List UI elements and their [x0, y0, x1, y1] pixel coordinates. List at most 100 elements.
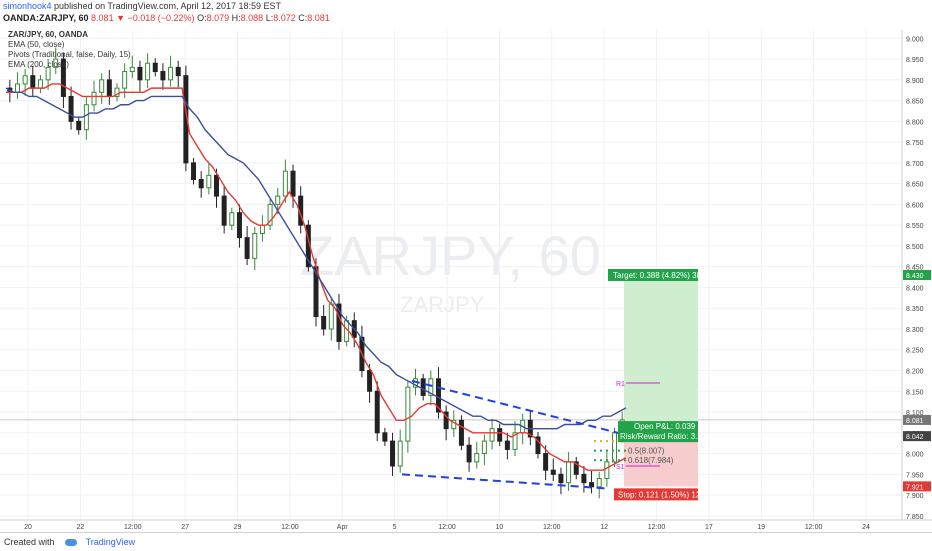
- price-axis[interactable]: 9.000 8.950 8.900 8.850 8.800 8.750 8.700 8.650…: [906, 36, 924, 521]
- candle-body: [14, 83, 20, 93]
- high-label: H:: [231, 13, 241, 23]
- stop-label: Stop: 0.121 (1.50%) 12.1: [618, 490, 708, 499]
- x-tick-label: 22: [76, 524, 84, 531]
- y-tick-label: 8.550: [906, 223, 924, 230]
- candle-body: [282, 170, 288, 197]
- tradingview-link[interactable]: TradingView: [85, 537, 136, 547]
- price-tag-box: [903, 481, 931, 492]
- candle-body: [252, 232, 258, 259]
- candle-body: [168, 66, 174, 81]
- close-value: 8.081: [307, 13, 330, 23]
- candle-body: [259, 224, 265, 234]
- candle-body: [114, 87, 120, 97]
- y-tick-label: 8.400: [906, 285, 924, 292]
- x-tick-label: 12:00: [805, 524, 823, 531]
- channel-lower: [401, 473, 607, 490]
- x-tick-label: 12:00: [281, 524, 299, 531]
- target-label: Target: 0.388 (4.82%) 38.8: [613, 271, 708, 280]
- candle-body: [596, 477, 602, 488]
- candle-body: [573, 461, 579, 475]
- legend-ema50[interactable]: EMA (50, close): [8, 40, 65, 49]
- candle-body: [198, 178, 204, 189]
- candle-body: [175, 66, 181, 77]
- candle-body: [30, 75, 36, 89]
- chart-legend: ZAR/JPY, 60, OANDA EMA (50, close) Pivot…: [8, 30, 131, 70]
- fib-label: 0.5(8.007): [628, 447, 665, 456]
- x-tick-label: 17: [705, 524, 713, 531]
- candle-body: [221, 195, 227, 226]
- x-tick-label: 5: [393, 524, 397, 531]
- candle-body: [451, 419, 457, 430]
- y-tick-label: 7.950: [906, 472, 924, 479]
- candle-body: [458, 419, 464, 446]
- channel-upper: [411, 379, 627, 436]
- y-tick-label: 8.200: [906, 369, 924, 376]
- y-tick-label: 8.700: [906, 161, 924, 168]
- x-tick-label: 12:00: [543, 524, 561, 531]
- legend-pivots[interactable]: Pivots (Traditional, false, Daily, 15): [8, 50, 131, 59]
- pnl-box: [618, 421, 698, 443]
- candle-body: [558, 473, 564, 484]
- candle-body: [37, 79, 43, 89]
- candle-body: [244, 237, 250, 259]
- stop-label-box: [614, 488, 698, 501]
- x-tick-label: 12:00: [438, 524, 456, 531]
- ohlc-bar: OANDA:ZARJPY, 60 8.081 ▼ −0.018 (−0.22%)…: [3, 12, 330, 24]
- candle-body: [504, 440, 510, 450]
- y-tick-label: 8.500: [906, 244, 924, 251]
- y-tick-label: 7.850: [906, 514, 924, 521]
- footer-bar: Created with TradingView: [0, 532, 932, 551]
- candle-body: [543, 453, 549, 471]
- y-tick-label: 8.300: [906, 327, 924, 334]
- y-tick-label: 8.650: [906, 182, 924, 189]
- candle-body: [83, 104, 89, 131]
- time-axis[interactable]: 20 22 12:00 27 29 12:00 Apr 5 12:00 10 12:00 12 12:0…: [24, 524, 870, 531]
- low-value: 8.072: [273, 13, 296, 23]
- candle-body: [612, 432, 618, 463]
- x-tick-label: 12: [600, 524, 608, 531]
- ema-line: [6, 83, 627, 471]
- high-value: 8.088: [240, 13, 264, 23]
- watermark-small: ZARJPY: [400, 292, 485, 317]
- author-link[interactable]: simonhook4: [3, 1, 52, 11]
- candle-body: [382, 432, 388, 442]
- legend-ema200[interactable]: EMA (200, close): [8, 60, 69, 69]
- legend-title[interactable]: ZAR/JPY, 60, OANDA: [8, 30, 89, 39]
- candle-body: [60, 58, 66, 97]
- candle-body: [267, 203, 273, 226]
- y-tick-label: 8.100: [906, 410, 924, 417]
- candle-body: [213, 174, 219, 197]
- watermark-big: ZARJPY, 60: [300, 224, 601, 287]
- price-tag-box: [903, 270, 931, 280]
- last-price: 8.081: [91, 13, 114, 23]
- y-tick-label: 8.150: [906, 389, 924, 396]
- candle-body: [466, 444, 472, 463]
- created-with-label: Created with: [4, 537, 55, 547]
- x-tick-label: 27: [181, 524, 189, 531]
- y-tick-label: 8.750: [906, 140, 924, 147]
- candle-body: [122, 71, 128, 89]
- tradingview-logo-icon: [65, 539, 78, 547]
- candle-body: [152, 62, 158, 73]
- candle-body: [22, 75, 28, 85]
- x-tick-label: 24: [862, 524, 870, 531]
- candle-body: [137, 66, 143, 81]
- candle-body: [397, 440, 403, 467]
- x-tick-label: 12:00: [648, 524, 666, 531]
- candle-body: [160, 71, 166, 81]
- candle-body: [106, 79, 112, 97]
- candle-body: [428, 378, 434, 396]
- ema-line: [5, 87, 627, 430]
- candle-body: [589, 482, 595, 488]
- y-tick-label: 8.900: [906, 78, 924, 85]
- price-tag-label: 8.042: [906, 434, 924, 441]
- open-label: O:: [197, 13, 207, 23]
- low-label: L:: [265, 13, 274, 23]
- candle-body: [99, 79, 105, 93]
- fib-label: 0.618(7.984): [628, 456, 674, 465]
- candle-body: [390, 440, 396, 467]
- candle-body: [145, 62, 151, 81]
- long-position-tool[interactable]: [624, 275, 698, 487]
- y-tick-label: 8.950: [906, 57, 924, 64]
